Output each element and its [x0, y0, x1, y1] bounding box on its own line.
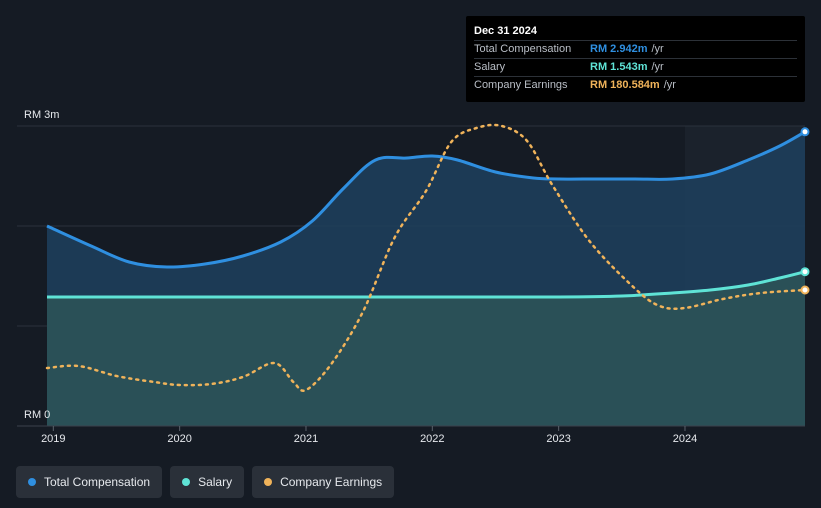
total-compensation-end-marker: [800, 127, 810, 137]
legend-total-compensation[interactable]: Total Compensation: [16, 466, 163, 498]
company-earnings-line[interactable]: [45, 123, 807, 392]
total-compensation-line[interactable]: [46, 130, 806, 269]
legend-label: Company Earnings: [280, 475, 383, 489]
tooltip-label: Company Earnings: [474, 79, 568, 91]
legend-company-earnings[interactable]: Company Earnings: [252, 466, 395, 498]
legend-label: Salary: [198, 475, 233, 489]
chart-tooltip: Dec 31 2024 Total Compensation RM 2.942m…: [466, 16, 805, 102]
x-tick-label: 2024: [673, 433, 697, 445]
tooltip-value: RM 2.942m: [590, 43, 648, 55]
x-tick-label: 2023: [546, 433, 570, 445]
tooltip-date: Dec 31 2024: [474, 25, 537, 37]
company-earnings-end-marker: [800, 285, 810, 295]
tooltip-row-earnings: Company Earnings RM 180.584m /yr: [474, 76, 797, 94]
tooltip-label: Total Compensation: [474, 43, 572, 55]
legend-dot-icon: [182, 478, 191, 486]
tooltip-value: RM 180.584m: [590, 79, 660, 91]
x-tick-label: 2019: [41, 433, 65, 445]
y-axis-top-label: RM 3m: [24, 109, 59, 121]
tooltip-value: RM 1.543m: [590, 61, 648, 73]
tooltip-unit: /yr: [651, 61, 664, 73]
tooltip-row-total: Total Compensation RM 2.942m /yr: [474, 40, 797, 58]
legend-dot-icon: [264, 478, 273, 486]
tooltip-label: Salary: [474, 61, 506, 73]
legend-dot-icon: [28, 478, 36, 486]
x-tick-label: 2022: [420, 433, 444, 445]
legend-salary[interactable]: Salary: [170, 466, 245, 498]
tooltip-row-salary: Salary RM 1.543m /yr: [474, 58, 797, 76]
salary-end-marker: [800, 267, 810, 277]
salary-area: [47, 271, 805, 426]
tooltip-unit: /yr: [663, 79, 676, 91]
y-axis-bottom-label: RM 0: [24, 409, 50, 421]
x-tick-label: 2021: [294, 433, 318, 445]
tooltip-unit: /yr: [651, 43, 664, 55]
salary-line[interactable]: [47, 270, 806, 299]
chart-legend: Total Compensation Salary Company Earnin…: [16, 466, 402, 498]
x-tick-label: 2020: [167, 433, 191, 445]
x-axis-ticks: 2019 2020 2021 2022 2023 2024: [41, 426, 697, 445]
legend-label: Total Compensation: [44, 475, 151, 489]
